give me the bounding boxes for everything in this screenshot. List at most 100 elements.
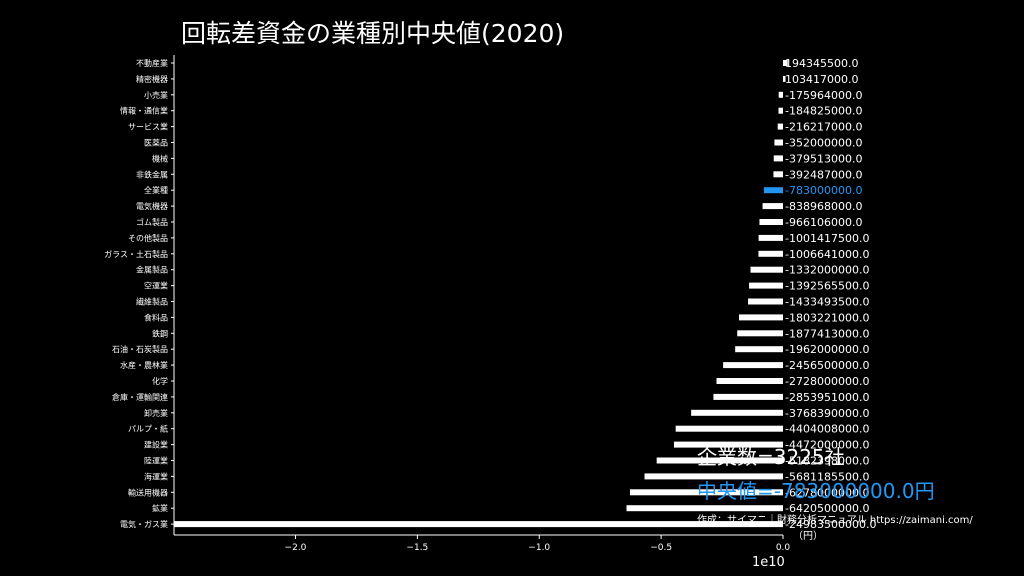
category-label: 情報・通信業 — [120, 106, 168, 116]
value-label: -966106000.0 — [785, 216, 862, 229]
category-label: 小売業 — [144, 90, 168, 100]
category-label: パルプ・紙 — [128, 424, 168, 434]
credit-annotation: 作成：サイマニ｜財務分析マニュアル https://zaimani.com/ — [697, 515, 973, 526]
bar — [774, 139, 783, 146]
category-label: 鉱業 — [152, 503, 168, 513]
value-label: -1433493500.0 — [785, 296, 869, 309]
value-label: -2728000000.0 — [785, 375, 869, 388]
category-label: 機械 — [152, 153, 168, 163]
bar — [778, 107, 783, 114]
bar — [783, 75, 786, 82]
category-label: 石油・石炭製品 — [112, 344, 168, 354]
category-label: 電気・ガス業 — [120, 519, 168, 529]
value-label: -6420500000.0 — [785, 502, 869, 515]
category-label: 水産・農林業 — [120, 360, 168, 370]
category-label: 非鉄金属 — [136, 169, 168, 179]
bar — [783, 60, 788, 66]
median-annotation: 中央値=-783000000.0円 — [697, 479, 935, 503]
bar — [759, 219, 783, 225]
bar — [762, 203, 783, 210]
bar — [174, 521, 783, 528]
x-tick-label: −2.0 — [285, 543, 307, 553]
value-label: -24983500000.0 — [785, 518, 876, 531]
category-label: その他製品 — [128, 233, 168, 243]
value-label: -838968000.0 — [785, 200, 862, 213]
bar — [749, 282, 783, 289]
bar — [716, 378, 783, 384]
company-count-annotation: 企業数=3225社 — [697, 445, 845, 469]
category-label: ゴム製品 — [136, 217, 168, 227]
bar — [773, 155, 783, 162]
category-label: 空運業 — [144, 281, 168, 291]
value-label: -1803221000.0 — [785, 311, 869, 324]
bar — [713, 393, 783, 400]
value-label: -1332000000.0 — [785, 264, 869, 277]
bar — [750, 266, 783, 273]
bar — [629, 489, 783, 496]
bar — [737, 330, 783, 337]
value-label: -2853951000.0 — [785, 391, 869, 404]
category-label: 食料品 — [144, 312, 168, 322]
value-label: -1001417500.0 — [785, 232, 869, 245]
category-label: サービス業 — [128, 122, 168, 132]
chart-title: 回転差資金の業種別中央値(2020) — [181, 19, 565, 48]
category-label: 化学 — [152, 376, 168, 386]
value-label: -2456500000.0 — [785, 359, 869, 372]
category-label: 医薬品 — [144, 138, 168, 148]
bar — [758, 250, 783, 257]
value-label: -184825000.0 — [785, 105, 862, 118]
bar — [675, 425, 783, 432]
value-label: 194345500.0 — [785, 57, 858, 70]
x-tick-label: −0.5 — [650, 543, 672, 553]
category-label: 電気機器 — [136, 201, 168, 211]
category-label: 輸送用機器 — [128, 487, 168, 497]
category-label: 海運業 — [144, 471, 168, 481]
category-label: 陸運業 — [144, 456, 168, 466]
bar — [735, 346, 783, 353]
bar — [763, 187, 783, 194]
value-label: -6278000000.0 — [785, 486, 869, 499]
bar — [626, 505, 783, 512]
bar — [691, 409, 783, 416]
category-label: 金属製品 — [136, 265, 168, 275]
bar — [673, 441, 783, 448]
bar — [778, 91, 783, 98]
value-label: -4472000000.0 — [785, 439, 869, 452]
value-label: -175964000.0 — [785, 89, 862, 102]
unit-label: （円） — [793, 531, 823, 542]
value-label: -3768390000.0 — [785, 407, 869, 420]
bar — [777, 123, 783, 130]
bar — [739, 314, 783, 321]
bar — [656, 457, 783, 464]
value-label: -1392565500.0 — [785, 280, 869, 293]
category-label: ガラス・土石製品 — [104, 249, 168, 259]
bar — [758, 234, 783, 241]
bar — [723, 362, 783, 369]
x-tick-label: −1.0 — [528, 543, 550, 553]
value-label: -5182398000.0 — [785, 455, 869, 468]
bar — [773, 171, 783, 178]
x-tick-label: 0.0 — [776, 543, 791, 553]
x-tick-label: −1.5 — [406, 543, 428, 553]
axis-exponent-label: 1e10 — [752, 555, 785, 570]
category-label: 鉄鋼 — [152, 328, 168, 338]
value-label: -1877413000.0 — [785, 327, 869, 340]
category-label: 精密機器 — [136, 74, 168, 84]
value-label: -4404008000.0 — [785, 423, 869, 436]
category-label: 卸売業 — [144, 408, 168, 418]
value-label: -1962000000.0 — [785, 343, 869, 356]
category-label: 不動産業 — [136, 58, 168, 68]
value-label: 103417000.0 — [785, 73, 858, 86]
value-label: -352000000.0 — [785, 137, 862, 150]
category-label: 建設業 — [144, 440, 168, 450]
value-label: -5681185500.0 — [785, 470, 869, 483]
value-label: -216217000.0 — [785, 121, 862, 134]
value-label: -1006641000.0 — [785, 248, 869, 261]
category-label: 倉庫・運輸関連 — [112, 392, 168, 402]
category-label: 全業種 — [144, 185, 168, 195]
value-label: -392487000.0 — [785, 168, 862, 181]
value-label: -783000000.0 — [785, 184, 862, 197]
value-label: -379513000.0 — [785, 152, 862, 165]
bar — [748, 298, 783, 305]
